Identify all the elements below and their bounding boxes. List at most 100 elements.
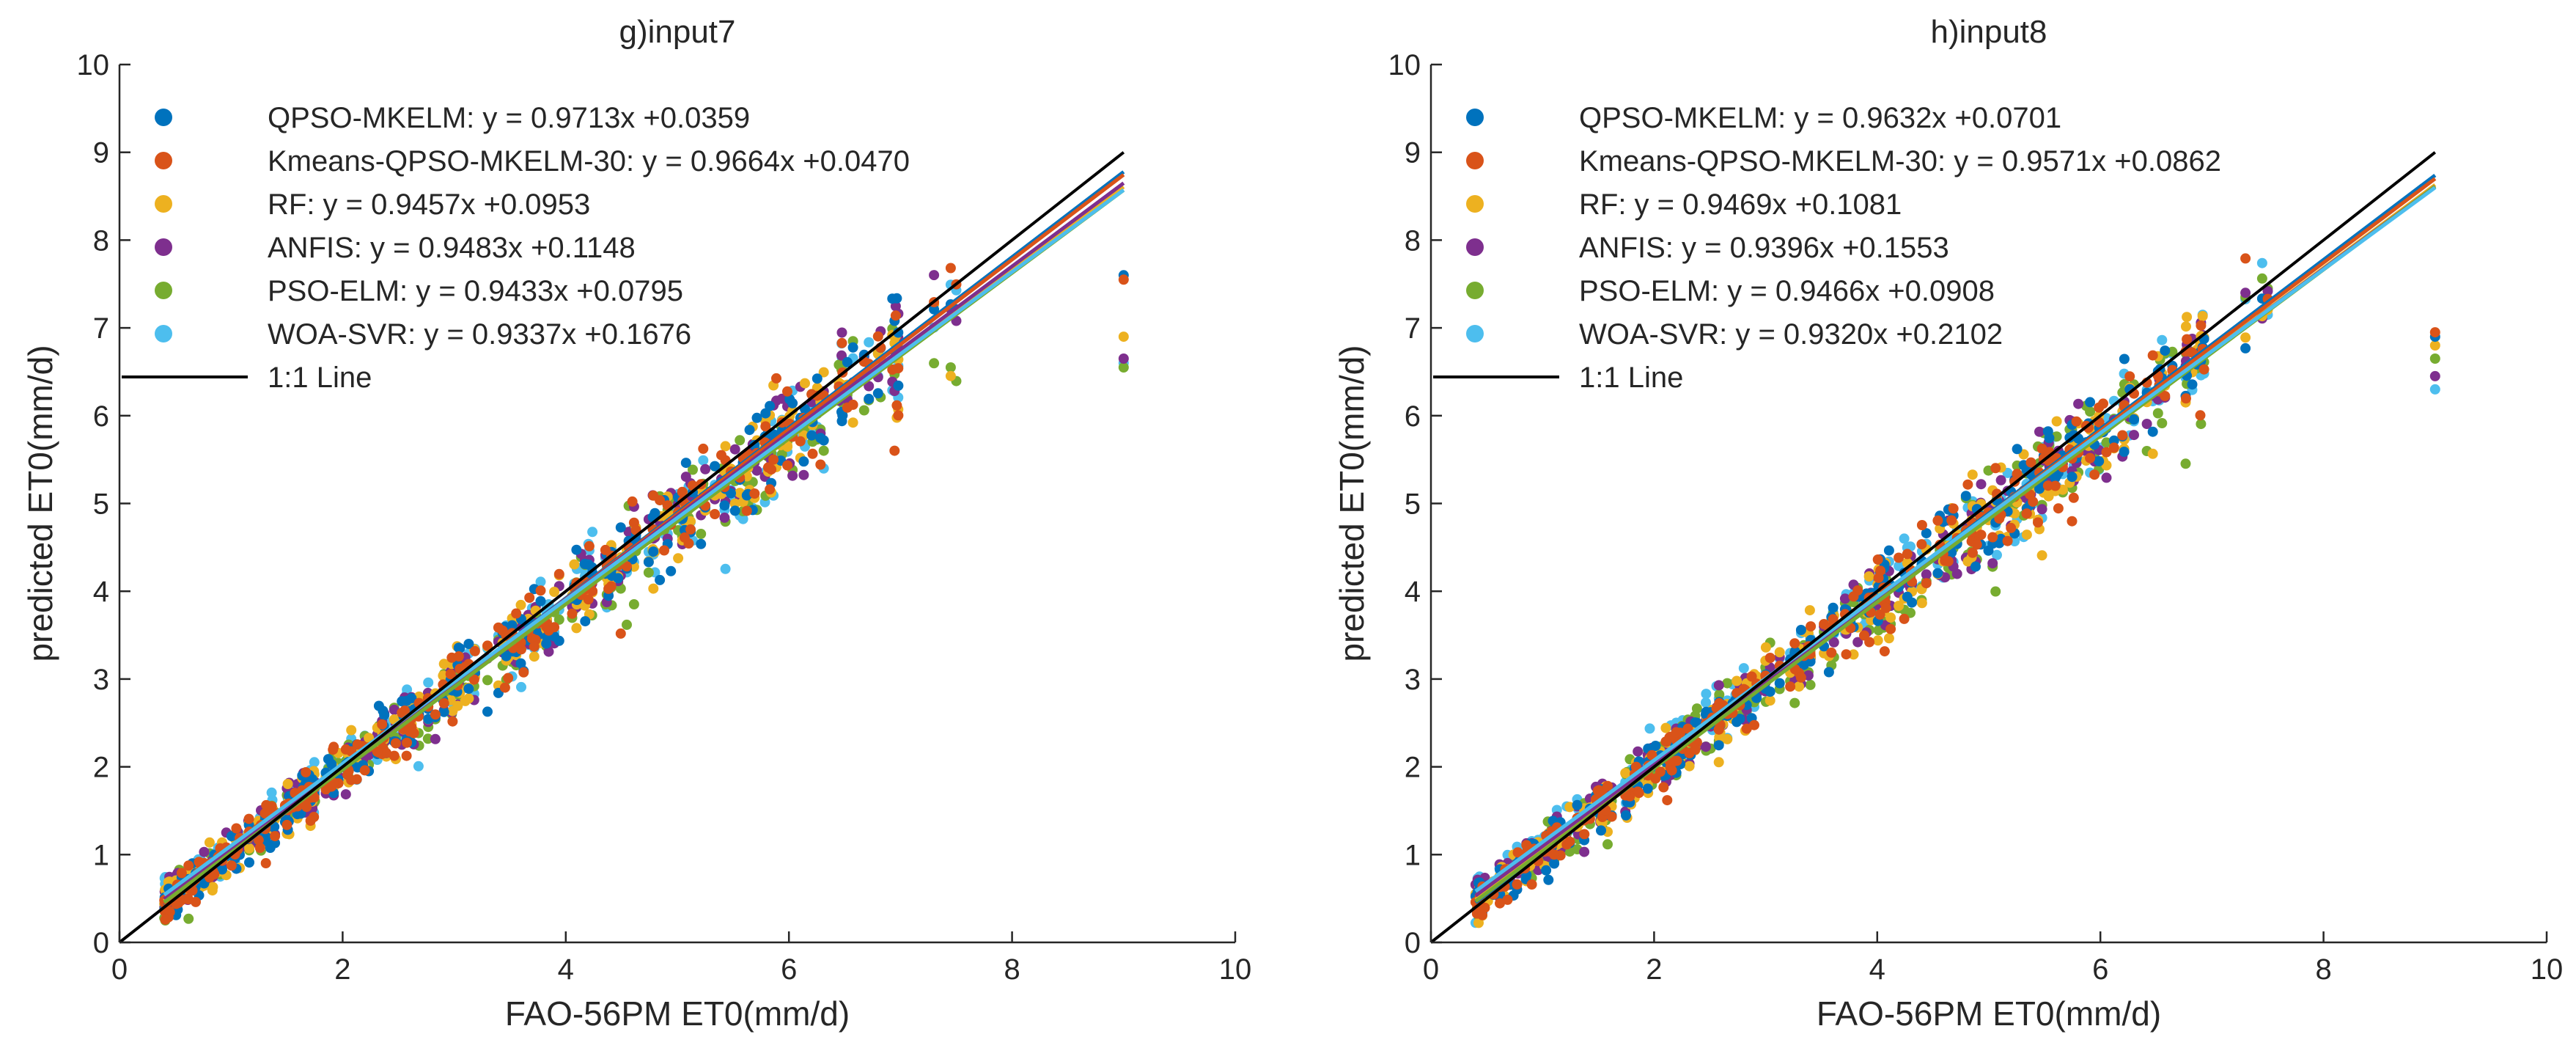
scatter-point bbox=[929, 304, 940, 315]
scatter-point bbox=[2025, 457, 2036, 468]
y-tick-label: 4 bbox=[93, 576, 109, 608]
scatter-point bbox=[1713, 740, 1724, 751]
scatter-point bbox=[1671, 727, 1682, 738]
scatter-point bbox=[1819, 619, 1830, 629]
x-tick-label: 8 bbox=[1004, 953, 1020, 986]
scatter-point bbox=[524, 593, 535, 603]
scatter-point bbox=[2147, 350, 2158, 361]
scatter-point bbox=[2036, 550, 2047, 561]
scatter-point bbox=[584, 541, 595, 552]
scatter-point bbox=[1602, 839, 1613, 850]
scatter-point bbox=[529, 641, 540, 652]
scatter-point bbox=[543, 646, 554, 657]
y-axis-label: predicted ET0(mm/d) bbox=[1333, 345, 1371, 662]
scatter-point bbox=[535, 576, 546, 587]
scatter-point-outlier bbox=[2429, 370, 2440, 381]
scatter-point bbox=[438, 698, 449, 708]
scatter-point bbox=[373, 700, 384, 711]
scatter-point bbox=[643, 557, 654, 568]
scatter-point bbox=[1995, 474, 2006, 485]
scatter-point bbox=[183, 913, 194, 924]
scatter-point bbox=[768, 454, 779, 465]
scatter-point bbox=[1774, 678, 1785, 689]
scatter-point bbox=[719, 500, 730, 511]
x-tick-label: 10 bbox=[2531, 953, 2564, 986]
scatter-point bbox=[430, 733, 441, 744]
scatter-point bbox=[1828, 602, 1839, 613]
scatter-point bbox=[2240, 332, 2251, 343]
scatter-point bbox=[1823, 667, 1834, 678]
scatter-point bbox=[1848, 649, 1859, 660]
scatter-point bbox=[1880, 602, 1891, 613]
scatter-point bbox=[1987, 558, 1998, 569]
scatter-point bbox=[1579, 829, 1590, 840]
y-tick-label: 7 bbox=[93, 312, 109, 345]
scatter-point bbox=[2028, 496, 2039, 507]
scatter-point bbox=[402, 737, 413, 748]
scatter-point bbox=[482, 640, 493, 651]
scatter-point bbox=[1848, 591, 1859, 602]
scatter-point bbox=[2147, 448, 2158, 459]
x-axis-label: FAO-56PM ET0(mm/d) bbox=[1817, 994, 2161, 1033]
scatter-point bbox=[2129, 414, 2139, 425]
scatter-point bbox=[1644, 723, 1655, 734]
scatter-point bbox=[2117, 430, 2128, 441]
scatter-point bbox=[571, 623, 582, 634]
scatter-point bbox=[1907, 597, 1918, 608]
scatter-point bbox=[2089, 469, 2100, 480]
legend-marker bbox=[155, 325, 172, 342]
scatter-point bbox=[2119, 353, 2130, 364]
scatter-point bbox=[469, 645, 480, 656]
y-tick-label: 7 bbox=[1405, 312, 1421, 345]
scatter-point bbox=[503, 673, 514, 684]
scatter-point-outlier bbox=[2429, 353, 2440, 364]
scatter-point bbox=[1921, 569, 1932, 580]
scatter-point bbox=[1764, 695, 1775, 706]
scatter-point bbox=[1722, 733, 1733, 744]
scatter-point bbox=[1666, 765, 1677, 776]
scatter-point bbox=[680, 472, 691, 483]
scatter-point bbox=[2002, 535, 2013, 546]
y-tick-label: 9 bbox=[1405, 137, 1421, 169]
x-tick-label: 0 bbox=[1423, 953, 1439, 986]
scatter-point bbox=[2085, 397, 2096, 408]
scatter-point bbox=[493, 622, 504, 633]
scatter-point bbox=[346, 774, 357, 785]
scatter-point bbox=[482, 675, 493, 686]
scatter-point bbox=[1732, 675, 1743, 686]
scatter-point bbox=[2043, 491, 2054, 502]
scatter-point bbox=[1549, 849, 1560, 860]
scatter-point bbox=[688, 464, 698, 475]
legend-marker bbox=[1466, 282, 1484, 299]
scatter-point bbox=[1526, 879, 1537, 890]
scatter-point bbox=[445, 669, 456, 680]
scatter-point bbox=[1795, 672, 1806, 683]
scatter-point bbox=[648, 583, 659, 594]
scatter-point bbox=[244, 843, 254, 854]
scatter-point bbox=[402, 684, 413, 695]
scatter-point bbox=[372, 746, 383, 757]
scatter-point bbox=[1983, 545, 1994, 556]
scatter-point bbox=[359, 765, 370, 776]
scatter-point bbox=[782, 460, 793, 471]
reference-line-1-1 bbox=[118, 151, 1125, 944]
scatter-point bbox=[1946, 515, 1957, 526]
scatter-point bbox=[379, 710, 390, 721]
scatter-point bbox=[1874, 609, 1885, 620]
scatter-point bbox=[1785, 681, 1796, 692]
scatter-point bbox=[326, 758, 337, 769]
scatter-point bbox=[1701, 689, 1712, 700]
scatter-point bbox=[1828, 637, 1839, 648]
x-ticks: 0 2 4 6 8 10 bbox=[111, 931, 1251, 986]
scatter-point bbox=[698, 455, 709, 466]
x-tick-label: 4 bbox=[558, 953, 574, 986]
scatter-point bbox=[872, 331, 883, 342]
scatter-point bbox=[2067, 516, 2078, 527]
scatter-point bbox=[1885, 612, 1896, 623]
scatter-point bbox=[741, 505, 752, 516]
scatter-point bbox=[567, 608, 578, 619]
scatter-point bbox=[1660, 722, 1671, 733]
scatter-point bbox=[346, 725, 357, 736]
scatter-point bbox=[2182, 312, 2193, 323]
